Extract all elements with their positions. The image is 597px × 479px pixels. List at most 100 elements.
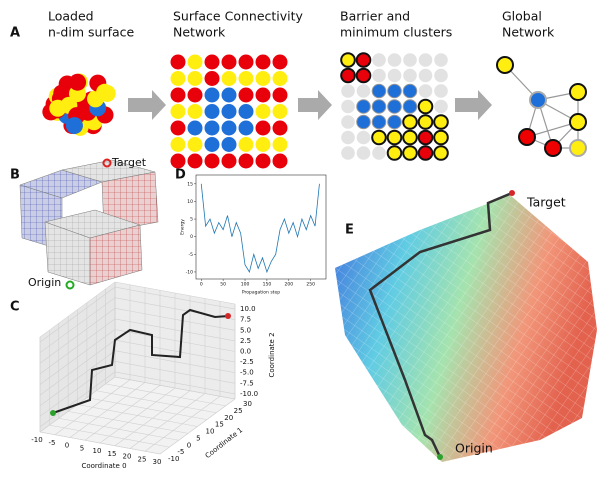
blob-node	[49, 100, 66, 117]
x-tick-label: 30	[153, 458, 162, 466]
step-title: minimum clusters	[340, 25, 452, 40]
grid-node	[341, 115, 355, 129]
origin-marker	[67, 282, 74, 289]
grid-node	[388, 100, 402, 114]
x-tick-label: 50	[220, 282, 226, 288]
panel-label: D	[175, 168, 186, 183]
grid-node	[239, 137, 254, 152]
y-tick-label: 20	[224, 414, 233, 422]
grid-node	[273, 88, 288, 103]
grid-node	[357, 69, 371, 83]
grid-node	[273, 104, 288, 119]
y-tick-label: 10	[187, 199, 193, 205]
grid-node	[434, 100, 448, 114]
z-tick-label: -2.5	[240, 358, 254, 366]
step-title: Network	[173, 25, 226, 40]
grid-node	[341, 53, 355, 67]
grid-node	[171, 55, 186, 70]
z-tick-label: 0.0	[240, 348, 251, 356]
grid-node	[222, 121, 237, 136]
origin-label: Origin	[455, 441, 493, 456]
grid-node	[341, 146, 355, 160]
grid-node	[434, 131, 448, 145]
x-tick-label: 20	[123, 453, 132, 461]
step-title: Network	[502, 25, 555, 40]
grid-node	[171, 71, 186, 86]
grid-node	[188, 55, 203, 70]
plot-frame	[196, 175, 326, 279]
grid-node	[239, 71, 254, 86]
grid-node	[239, 104, 254, 119]
grid-node	[256, 154, 271, 169]
grid-node	[205, 88, 220, 103]
grid-node	[171, 88, 186, 103]
x-tick-label: 100	[241, 282, 250, 288]
y-tick-label: 0	[187, 441, 191, 449]
y-tick-label: -5	[189, 252, 194, 258]
grid-node	[205, 55, 220, 70]
grid-node	[357, 53, 371, 67]
x-tick-label: -5	[49, 439, 56, 447]
surface-network	[335, 190, 597, 462]
grid-node	[188, 71, 203, 86]
blob-node	[66, 117, 83, 134]
y-tick-label: -5	[177, 448, 184, 456]
step-title: Surface Connectivity	[173, 9, 304, 24]
grid-node	[205, 137, 220, 152]
grid-node	[388, 84, 402, 98]
grid-node	[403, 131, 417, 145]
grid-node	[205, 154, 220, 169]
x-tick-label: 15	[108, 450, 117, 458]
y-tick-label: 5	[196, 434, 200, 442]
grid-node	[419, 84, 433, 98]
grid-node	[239, 55, 254, 70]
page: A B C D E Loaded n-dim surface Surface C…	[0, 0, 597, 479]
grid-node	[372, 115, 386, 129]
grid-node	[273, 55, 288, 70]
y-tick-label: 25	[234, 407, 243, 415]
origin-point	[50, 410, 56, 416]
grid-node	[357, 115, 371, 129]
grid-node	[388, 53, 402, 67]
step-title: n-dim surface	[48, 25, 134, 40]
grid-node	[256, 71, 271, 86]
x-tick-label: 200	[284, 282, 293, 288]
grid-node	[388, 69, 402, 83]
figure: A B C D E Loaded n-dim surface Surface C…	[0, 0, 597, 479]
grid-node	[222, 154, 237, 169]
x-tick-label: 5	[80, 444, 84, 452]
grid-node	[222, 88, 237, 103]
grid-node	[341, 84, 355, 98]
y-tick-label: -10	[186, 269, 193, 275]
grid-node	[419, 53, 433, 67]
grid-node	[256, 104, 271, 119]
grid-node	[388, 115, 402, 129]
grid-node	[273, 71, 288, 86]
grid-node	[357, 146, 371, 160]
z-tick-label: 2.5	[240, 337, 251, 345]
grid-node	[403, 53, 417, 67]
grid-node	[403, 146, 417, 160]
panel-label: A	[10, 26, 20, 41]
z-axis-label: Coordinate 2	[268, 332, 276, 377]
grid-node	[188, 104, 203, 119]
y-tick-label: 15	[215, 421, 224, 429]
grid-node	[434, 115, 448, 129]
y-tick-label: 0	[190, 234, 193, 240]
grid-node	[357, 84, 371, 98]
grid-node	[419, 131, 433, 145]
origin-label: Origin	[28, 276, 61, 289]
grid-node	[239, 88, 254, 103]
panel-label: C	[10, 300, 20, 315]
grid-node	[419, 69, 433, 83]
y-tick-label: 10	[206, 428, 215, 436]
z-tick-label: 7.5	[240, 316, 251, 324]
grid-node	[205, 71, 220, 86]
grid-node	[239, 121, 254, 136]
blob-node	[96, 84, 113, 101]
x-tick-label: 250	[306, 282, 315, 288]
grid-node	[372, 131, 386, 145]
grid-node	[171, 137, 186, 152]
z-tick-label: -5.0	[240, 369, 254, 377]
step-title: Loaded	[48, 9, 94, 24]
